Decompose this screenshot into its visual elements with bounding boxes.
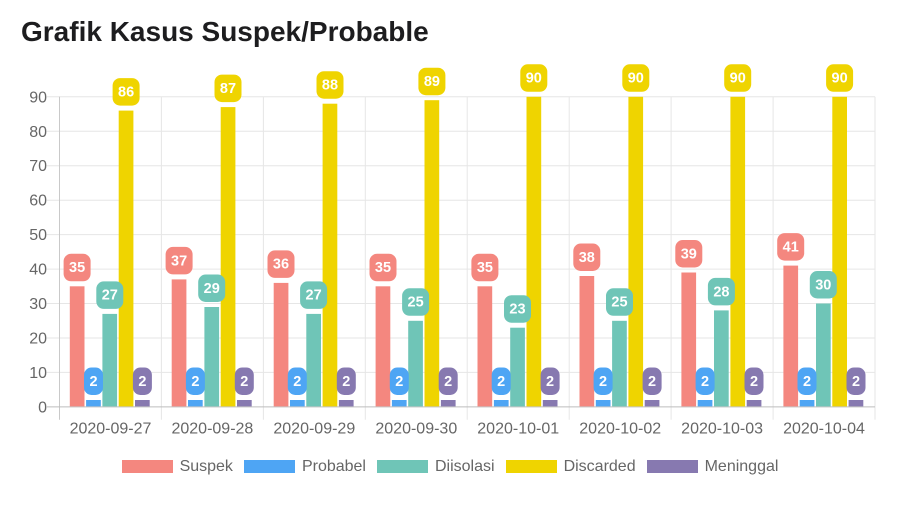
svg-text:37: 37 bbox=[171, 253, 187, 269]
svg-text:90: 90 bbox=[730, 71, 746, 87]
svg-text:2: 2 bbox=[497, 374, 505, 390]
svg-text:2: 2 bbox=[803, 374, 811, 390]
svg-text:2: 2 bbox=[701, 374, 709, 390]
svg-text:27: 27 bbox=[306, 288, 322, 304]
svg-text:60: 60 bbox=[29, 193, 47, 210]
svg-text:29: 29 bbox=[204, 281, 220, 297]
svg-text:25: 25 bbox=[408, 295, 424, 311]
svg-text:0: 0 bbox=[38, 399, 47, 416]
svg-text:2: 2 bbox=[852, 374, 860, 390]
svg-text:2020-09-30: 2020-09-30 bbox=[375, 421, 457, 438]
svg-text:2: 2 bbox=[138, 374, 146, 390]
svg-text:89: 89 bbox=[424, 74, 440, 90]
svg-text:2020-10-03: 2020-10-03 bbox=[681, 421, 763, 438]
svg-text:38: 38 bbox=[579, 250, 595, 266]
svg-text:2: 2 bbox=[750, 374, 758, 390]
svg-text:25: 25 bbox=[611, 295, 627, 311]
svg-text:2: 2 bbox=[599, 374, 607, 390]
svg-text:35: 35 bbox=[69, 260, 85, 276]
svg-text:86: 86 bbox=[118, 84, 134, 100]
svg-text:2: 2 bbox=[546, 374, 554, 390]
svg-text:2: 2 bbox=[89, 374, 97, 390]
svg-text:41: 41 bbox=[783, 240, 799, 256]
svg-text:20: 20 bbox=[29, 331, 47, 348]
svg-text:27: 27 bbox=[102, 288, 118, 304]
svg-text:50: 50 bbox=[29, 227, 47, 244]
svg-text:36: 36 bbox=[273, 257, 289, 273]
svg-text:40: 40 bbox=[29, 262, 47, 279]
svg-text:2: 2 bbox=[191, 374, 199, 390]
svg-text:2020-10-02: 2020-10-02 bbox=[579, 421, 661, 438]
svg-text:87: 87 bbox=[220, 81, 236, 97]
svg-text:35: 35 bbox=[477, 260, 493, 276]
svg-text:90: 90 bbox=[29, 89, 47, 106]
svg-text:2020-09-29: 2020-09-29 bbox=[273, 421, 355, 438]
svg-text:2: 2 bbox=[444, 374, 452, 390]
svg-text:2: 2 bbox=[342, 374, 350, 390]
svg-text:35: 35 bbox=[375, 260, 391, 276]
svg-text:30: 30 bbox=[815, 277, 831, 293]
svg-text:90: 90 bbox=[628, 71, 644, 87]
svg-text:2020-10-04: 2020-10-04 bbox=[783, 421, 865, 438]
svg-text:2020-09-28: 2020-09-28 bbox=[171, 421, 253, 438]
svg-text:10: 10 bbox=[29, 365, 47, 382]
svg-text:2: 2 bbox=[293, 374, 301, 390]
svg-text:2: 2 bbox=[240, 374, 248, 390]
svg-text:2: 2 bbox=[648, 374, 656, 390]
svg-text:2020-09-27: 2020-09-27 bbox=[70, 421, 152, 438]
svg-text:39: 39 bbox=[681, 246, 697, 262]
svg-text:90: 90 bbox=[832, 71, 848, 87]
svg-text:90: 90 bbox=[526, 71, 542, 87]
svg-text:80: 80 bbox=[29, 124, 47, 141]
svg-text:2: 2 bbox=[395, 374, 403, 390]
svg-text:88: 88 bbox=[322, 78, 338, 94]
svg-text:23: 23 bbox=[509, 302, 525, 318]
svg-text:70: 70 bbox=[29, 158, 47, 175]
svg-text:30: 30 bbox=[29, 296, 47, 313]
svg-text:28: 28 bbox=[713, 284, 729, 300]
svg-text:2020-10-01: 2020-10-01 bbox=[477, 421, 559, 438]
